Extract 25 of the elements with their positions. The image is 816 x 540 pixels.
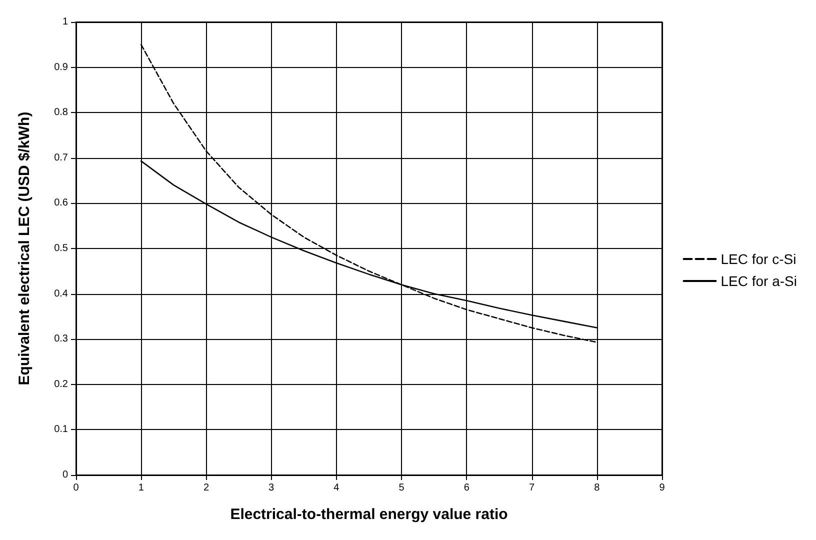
x-tick-label: 1	[138, 482, 144, 494]
x-tick-label: 6	[464, 482, 470, 494]
y-axis-title: Equivalent electrical LEC (USD $/kWh)	[16, 112, 33, 386]
y-tick-label: 0	[62, 470, 68, 480]
x-axis-title: Electrical-to-thermal energy value ratio	[230, 506, 508, 523]
x-tick-label: 7	[528, 482, 535, 494]
y-tick-label: 0.4	[54, 288, 68, 300]
y-tick-label: 0.7	[54, 152, 68, 164]
y-tick-label: 0.9	[54, 62, 68, 73]
y-tick-label: 0.8	[54, 107, 68, 118]
x-tick-label: 3	[268, 482, 275, 494]
y-tick-label: 0.3	[54, 334, 68, 345]
x-tick-label: 4	[334, 482, 340, 494]
y-tick-label: 1	[62, 16, 68, 28]
y-tick-label: 0.5	[54, 243, 68, 254]
x-tick-label: 5	[398, 482, 405, 494]
x-tick-label: 9	[659, 482, 666, 494]
x-tick-label: 8	[594, 482, 600, 494]
x-tick-label: 0	[73, 482, 80, 494]
y-tick-label: 0.1	[54, 424, 68, 436]
x-tick-label: 2	[203, 482, 210, 494]
legend-label: LEC for a-Si	[720, 273, 797, 289]
legend-label: LEC for c-Si	[720, 251, 796, 267]
y-tick-label: 0.2	[54, 378, 68, 390]
y-tick-label: 0.6	[54, 198, 68, 209]
